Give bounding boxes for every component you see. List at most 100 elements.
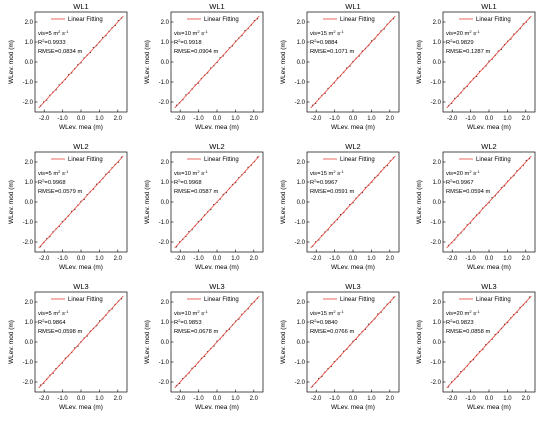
- y-tick-label: 2.0: [25, 20, 34, 26]
- x-tick-label: -1.0: [329, 256, 340, 262]
- annotation-vis: vis=10 m2 s-1: [174, 169, 208, 178]
- rmse-prefix: RMSE=: [38, 49, 59, 55]
- x-tick-label: 2.0: [114, 256, 123, 262]
- annotation-r2: R2=0.9823: [446, 318, 474, 327]
- vis-unit-exp: -1: [204, 309, 208, 314]
- legend-label: Linear Fitting: [68, 297, 103, 303]
- y-tick-label: 2.0: [433, 20, 442, 26]
- vis-unit-exp: 2: [58, 29, 61, 34]
- x-tick-label: -2.0: [175, 256, 186, 262]
- vis-unit: m: [52, 171, 59, 177]
- y-axis-label: WLev. mod (m): [144, 40, 151, 84]
- subplot-title: WL1: [73, 2, 88, 11]
- subplot-title: WL3: [209, 282, 224, 291]
- y-axis-label: WLev. mod (m): [144, 320, 151, 364]
- annotation-vis: vis=10 m2 s-1: [174, 309, 208, 318]
- vis-unit-exp: -1: [65, 309, 69, 314]
- vis-unit-exp: -1: [476, 169, 480, 174]
- vis-prefix: vis=: [446, 311, 457, 317]
- x-tick-label: -1.0: [193, 116, 204, 122]
- x-tick-label: 0.0: [349, 256, 358, 262]
- x-tick-label: 2.0: [250, 396, 259, 402]
- fit-line: [38, 295, 124, 389]
- subplot-6: WL2 -2.0 -2.0 -1.0 -1.0 0.0 0.0 1.0 1.0 2.0 2.0 WLe…: [144, 142, 264, 271]
- r2-eq: =: [180, 180, 184, 186]
- x-tick-label: -2.0: [39, 256, 50, 262]
- subplot-title: WL2: [73, 142, 88, 151]
- y-tick-label: 2.0: [297, 20, 306, 26]
- y-axis-label: WLev. mod (m): [8, 180, 15, 224]
- y-tick-label: 2.0: [25, 300, 34, 306]
- annotation-r2: R2=0.9864: [38, 318, 66, 327]
- vis-prefix: vis=: [38, 311, 49, 317]
- rmse-prefix: RMSE=: [310, 329, 331, 335]
- x-tick-label: 2.0: [522, 396, 531, 402]
- subplot-title: WL3: [481, 282, 496, 291]
- rmse-prefix: RMSE=: [446, 189, 467, 195]
- subplot-8: WL2 -2.0 -2.0 -1.0 -1.0 0.0 0.0 1.0 1.0 2.0 2.0 WLe…: [416, 142, 536, 271]
- rmse-unit: m: [348, 49, 355, 55]
- x-axis-label: WLev. mea (m): [59, 404, 103, 411]
- rmse-prefix: RMSE=: [38, 189, 59, 195]
- vis-unit: m: [52, 311, 59, 317]
- r2-eq: =: [44, 320, 48, 326]
- x-tick-label: 1.0: [231, 116, 240, 122]
- y-tick-label: -1.0: [159, 80, 170, 86]
- y-tick-label: 1.0: [297, 180, 306, 186]
- legend-label: Linear Fitting: [476, 17, 511, 23]
- r2-prefix: R: [310, 180, 314, 186]
- y-tick-label: 1.0: [25, 180, 34, 186]
- y-tick-label: -1.0: [295, 80, 306, 86]
- x-tick-label: -1.0: [329, 116, 340, 122]
- subplot-title: WL1: [481, 2, 496, 11]
- r2-prefix: R: [310, 320, 314, 326]
- vis-unit: s: [200, 311, 205, 317]
- legend-label: Linear Fitting: [340, 297, 375, 303]
- rmse-prefix: RMSE=: [38, 329, 59, 335]
- rmse-unit: m: [212, 49, 219, 55]
- vis-unit-exp: -1: [65, 29, 69, 34]
- r2-exp: 2: [42, 178, 45, 183]
- r2-value: 0.9933: [48, 40, 66, 46]
- vis-prefix: vis=: [310, 31, 321, 37]
- x-tick-label: 1.0: [503, 116, 512, 122]
- x-tick-label: 0.0: [77, 116, 86, 122]
- y-axis-label: WLev. mod (m): [416, 320, 423, 364]
- annotation-r2: R2=0.9968: [38, 178, 66, 187]
- r2-prefix: R: [446, 320, 450, 326]
- legend-label: Linear Fitting: [68, 157, 103, 163]
- rmse-value: 0.0594: [466, 189, 485, 195]
- vis-unit: s: [60, 31, 65, 37]
- vis-unit-exp: -1: [65, 169, 69, 174]
- r2-prefix: R: [38, 320, 42, 326]
- vis-prefix: vis=: [174, 171, 185, 177]
- subplot-1: WL1 -2.0 -2.0 -1.0 -1.0 0.0 0.0 1.0 1.0 2.0 2.0 WLe…: [8, 2, 128, 131]
- vis-value: 15: [320, 31, 326, 37]
- annotation-rmse: RMSE=0.0598 m: [38, 329, 82, 335]
- x-tick-label: -1.0: [329, 396, 340, 402]
- x-tick-label: 1.0: [367, 396, 376, 402]
- vis-unit-exp: 2: [333, 309, 336, 314]
- annotation-vis: vis=15 m2 s-1: [310, 29, 344, 38]
- y-tick-label: 1.0: [297, 320, 306, 326]
- vis-unit: m: [191, 171, 198, 177]
- y-tick-label: -2.0: [431, 100, 442, 106]
- vis-unit: s: [60, 311, 65, 317]
- rmse-unit: m: [348, 329, 355, 335]
- y-axis-label: WLev. mod (m): [280, 40, 287, 84]
- y-tick-label: 1.0: [25, 40, 34, 46]
- y-tick-label: 2.0: [161, 20, 170, 26]
- vis-unit-exp: -1: [204, 169, 208, 174]
- vis-prefix: vis=: [38, 171, 49, 177]
- vis-prefix: vis=: [38, 31, 49, 37]
- r2-exp: 2: [314, 178, 317, 183]
- vis-value: 5: [48, 311, 51, 317]
- annotation-vis: vis=10 m2 s-1: [174, 29, 208, 38]
- annotation-rmse: RMSE=0.0904 m: [174, 49, 218, 55]
- vis-unit: m: [327, 31, 334, 37]
- vis-value: 10: [184, 311, 190, 317]
- r2-eq: =: [316, 40, 320, 46]
- r2-value: 0.9853: [184, 320, 202, 326]
- annotation-r2: R2=0.9884: [310, 38, 338, 47]
